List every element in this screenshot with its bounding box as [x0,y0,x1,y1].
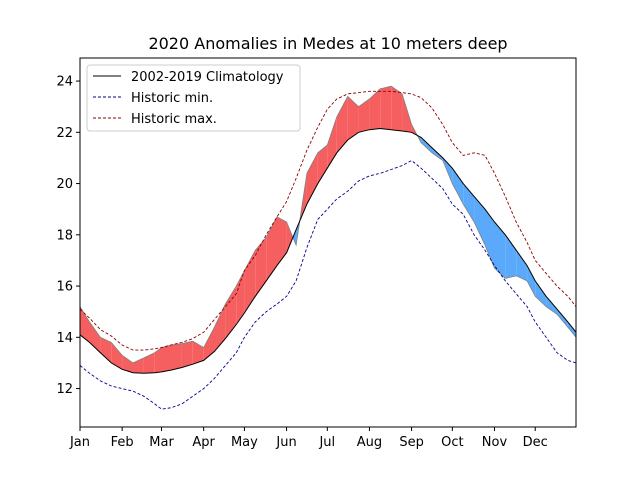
anomaly-warm-fill [306,152,318,205]
anomaly-warm-fill [358,99,370,133]
anomaly-warm-fill [255,237,267,297]
y-tick-label: 16 [56,280,73,295]
anomaly-cold-fill [505,234,517,279]
plot-frame [79,57,577,428]
x-tick-label: Jan [69,435,90,450]
x-tick-label: Jun [275,435,296,450]
anomaly-warm-fill [161,345,171,372]
anomaly-warm-fill [80,306,90,343]
anomaly-warm-fill [402,93,412,133]
legend-label: Historic min. [131,91,213,106]
x-tick-label: Dec [523,435,548,450]
anomaly-cold-fill [485,209,495,269]
anomaly-warm-fill [181,341,193,368]
anomaly-warm-fill [171,343,182,371]
anomaly-warm-fill [111,342,123,370]
anomaly-cold-fill [546,296,557,315]
anomaly-warm-fill [347,96,359,140]
anomaly-cold-fill [292,229,297,246]
anomaly-cold-fill [557,309,568,328]
chart-title: 2020 Anomalies in Medes at 10 meters dee… [148,34,507,53]
anomaly-cold-fill [535,280,547,307]
anomaly-cold-fill [567,321,576,338]
anomaly-cold-fill [494,222,506,279]
x-tick-label: Jul [318,435,335,450]
anomaly-warm-fill [100,337,112,363]
y-tick-label: 18 [56,228,73,243]
anomaly-warm-fill [236,270,245,325]
y-tick-label: 22 [56,126,73,141]
legend-label: 2002-2019 Climatology [131,70,284,85]
anomaly-warm-fill [122,355,133,373]
anomaly-warm-fill [192,341,204,365]
y-tick-label: 20 [56,177,73,192]
anomaly-warm-fill [327,116,337,169]
anomaly-cold-fill [474,196,485,246]
anomaly-cold-fill [516,250,528,281]
x-tick-label: Sep [399,435,424,450]
x-tick-label: Apr [192,435,215,450]
x-tick-label: May [231,435,258,450]
anomaly-warm-fill [89,321,101,353]
anomaly-warm-fill [286,222,293,253]
anomaly-warm-fill [225,286,237,339]
x-tick-label: Mar [149,435,174,450]
historic-max-line [79,90,577,351]
anomaly-warm-fill [336,96,348,153]
anomaly-warm-fill [317,145,328,184]
anomaly-warm-fill [369,88,381,130]
legend-box [86,64,301,132]
x-tick-label: Oct [441,435,463,450]
anomaly-warm-fill [154,347,162,373]
anomaly-warm-fill [203,327,215,361]
x-tick-label: Nov [482,435,508,450]
anomaly-warm-fill [143,352,155,374]
y-tick-label: 14 [56,331,73,346]
legend-label: Historic max. [131,112,217,127]
anomaly-cold-fill [421,137,432,153]
climatology-line [79,127,577,374]
anomaly-warm-fill [277,216,287,266]
x-tick-label: Feb [111,435,134,450]
anomaly-warm-fill [214,304,226,352]
anomaly-cold-fill [527,265,536,297]
anomaly-warm-fill [391,86,403,131]
y-tick-label: 24 [56,75,73,90]
anomaly-warm-fill [380,86,392,130]
anomaly-cold-fill [452,168,464,205]
legend: 2002-2019 Climatology Historic min. Histor… [86,64,301,132]
y-tick-label: 12 [56,382,73,397]
x-tick-label: Aug [357,435,382,450]
